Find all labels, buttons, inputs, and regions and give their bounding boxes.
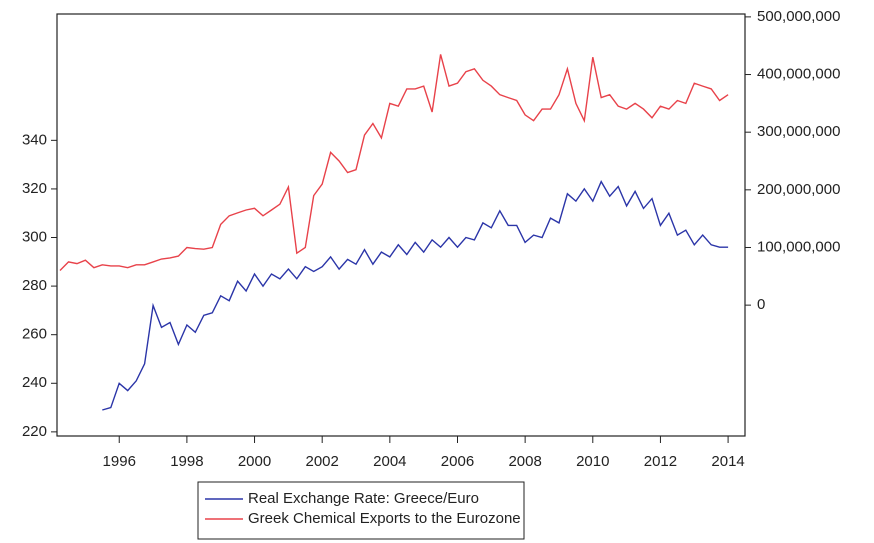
x-tick-label: 2012 bbox=[644, 453, 677, 470]
x-tick-label: 2006 bbox=[441, 453, 474, 470]
y2-tick-label: 400,000,000 bbox=[757, 66, 840, 83]
x-tick-label: 1996 bbox=[103, 453, 136, 470]
legend-label: Real Exchange Rate: Greece/Euro bbox=[248, 490, 479, 507]
plot-frame bbox=[56, 13, 746, 437]
y-tick-label: 320 bbox=[22, 180, 47, 197]
x-tick-label: 2000 bbox=[238, 453, 271, 470]
y-tick-label: 260 bbox=[22, 326, 47, 343]
y2-tick-label: 0 bbox=[757, 296, 765, 313]
y-tick-label: 280 bbox=[22, 277, 47, 294]
x-tick-label: 1998 bbox=[170, 453, 203, 470]
y-tick-label: 340 bbox=[22, 131, 47, 148]
series-line bbox=[102, 180, 729, 411]
series-line bbox=[59, 54, 729, 271]
x-tick-label: 2004 bbox=[373, 453, 406, 470]
y-tick-label: 300 bbox=[22, 228, 47, 245]
y2-tick-label: 100,000,000 bbox=[757, 238, 840, 255]
y2-tick-label: 300,000,000 bbox=[757, 123, 840, 140]
x-tick-label: 2010 bbox=[576, 453, 609, 470]
y2-tick-label: 500,000,000 bbox=[757, 8, 840, 25]
y2-tick-label: 200,000,000 bbox=[757, 181, 840, 198]
legend-box bbox=[197, 481, 525, 540]
x-tick-label: 2008 bbox=[508, 453, 541, 470]
y-tick-label: 240 bbox=[22, 374, 47, 391]
y-tick-label: 220 bbox=[22, 423, 47, 440]
x-tick-label: 2014 bbox=[711, 453, 744, 470]
legend-label: Greek Chemical Exports to the Eurozone bbox=[248, 510, 521, 527]
x-tick-label: 2002 bbox=[306, 453, 339, 470]
